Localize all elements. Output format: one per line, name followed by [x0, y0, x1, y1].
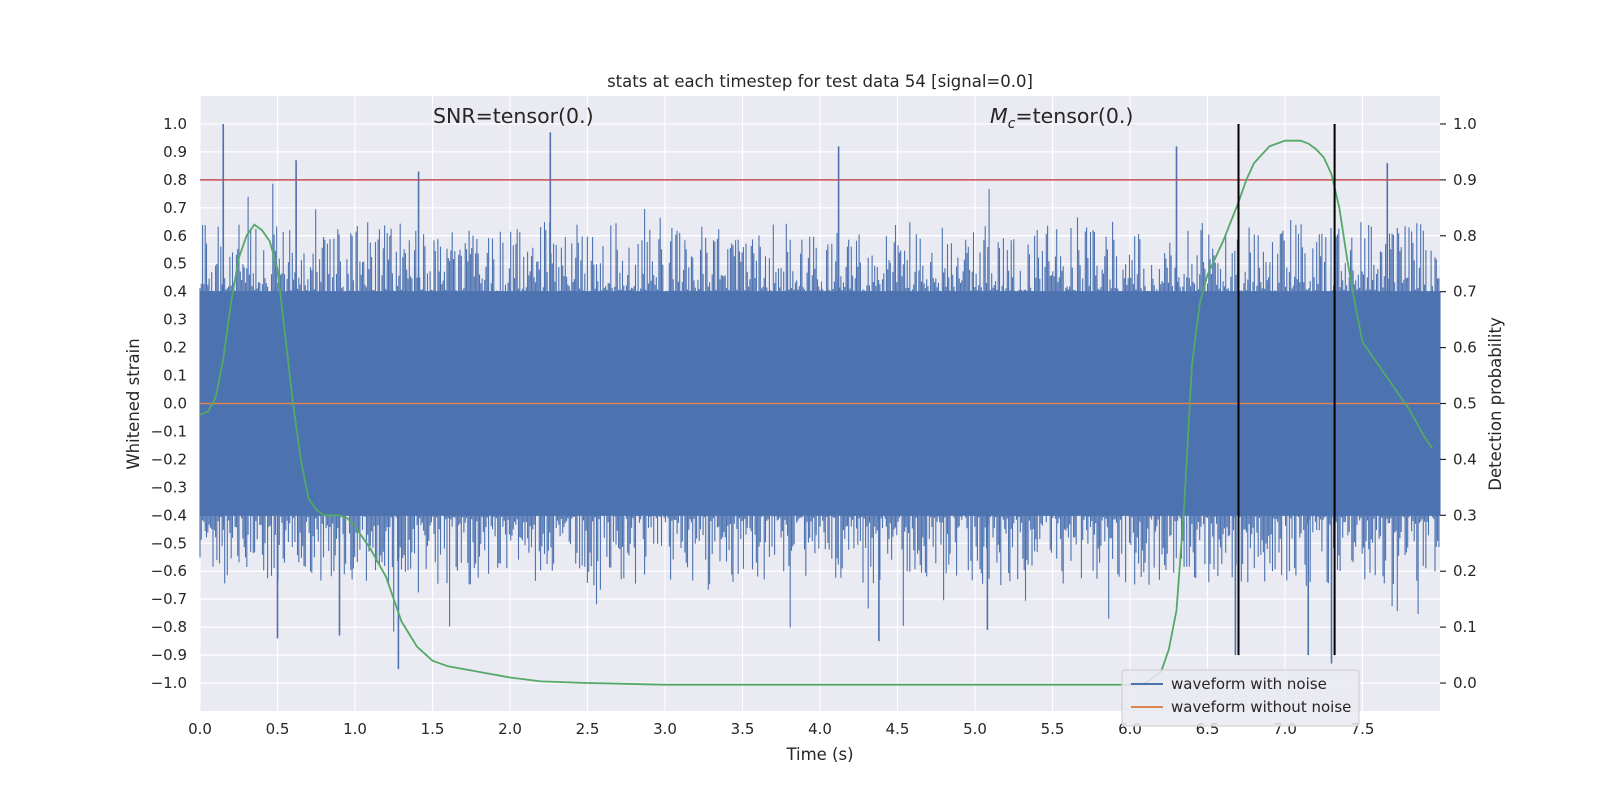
legend-label-noise: waveform with noise	[1171, 675, 1327, 693]
y-left-tick-label-9: −0.1	[151, 422, 187, 440]
y-left-tick-label-17: 0.7	[163, 199, 187, 217]
x-tick-label-0: 0.0	[188, 720, 212, 738]
y-right-tick-label-8: 0.8	[1453, 227, 1477, 245]
x-tick-label-2: 1.0	[343, 720, 367, 738]
noisy-waveform-series	[199, 123, 1441, 670]
y-right-tick-label-6: 0.6	[1453, 339, 1477, 357]
y-right-tick-label-1: 0.1	[1453, 618, 1477, 636]
x-tick-label-5: 2.5	[576, 720, 600, 738]
chart-title: stats at each timestep for test data 54 …	[607, 72, 1033, 91]
y-left-tick-label-7: −0.3	[151, 478, 187, 496]
mc-symbol: M	[990, 104, 1008, 128]
y-left-tick-label-4: −0.6	[151, 562, 187, 580]
x-tick-label-3: 1.5	[421, 720, 445, 738]
legend-label-clean: waveform without noise	[1171, 698, 1351, 716]
y-left-tick-label-10: 0.0	[163, 395, 187, 413]
y-left-tick-label-11: 0.1	[163, 367, 187, 385]
line-series	[199, 123, 1440, 686]
y-left-tick-label-2: −0.8	[151, 618, 187, 636]
x-tick-label-7: 3.5	[731, 720, 755, 738]
right-y-axis-ticks: 0.0 0.1 0.2 0.3 0.4 0.5 0.6 0.7 0.8 0.9 1.0	[1440, 115, 1477, 692]
y-left-tick-label-6: −0.4	[151, 506, 187, 524]
y-right-tick-label-0: 0.0	[1453, 674, 1477, 692]
y-right-tick-label-7: 0.7	[1453, 283, 1477, 301]
y-left-tick-label-14: 0.4	[163, 283, 187, 301]
y-left-tick-label-18: 0.8	[163, 171, 187, 189]
mc-annotation: Mc=tensor(0.)	[990, 104, 1133, 132]
y-left-tick-label-8: −0.2	[151, 450, 187, 468]
y-right-tick-label-10: 1.0	[1453, 115, 1477, 133]
y-right-tick-label-5: 0.5	[1453, 395, 1477, 413]
y-left-tick-label-1: −0.9	[151, 646, 187, 664]
y-left-tick-label-3: −0.7	[151, 590, 187, 608]
y-left-tick-label-16: 0.6	[163, 227, 187, 245]
mc-value: =tensor(0.)	[1015, 104, 1133, 128]
right-y-axis-label: Detection probability	[1486, 317, 1505, 491]
legend: waveform with noise waveform without noi…	[1121, 669, 1360, 727]
y-right-tick-label-2: 0.2	[1453, 562, 1477, 580]
x-tick-label-10: 5.0	[963, 720, 987, 738]
y-right-tick-label-9: 0.9	[1453, 171, 1477, 189]
y-left-tick-label-19: 0.9	[163, 143, 187, 161]
x-tick-label-1: 0.5	[266, 720, 290, 738]
left-y-axis-label: Whitened strain	[124, 338, 143, 469]
x-tick-label-11: 5.5	[1041, 720, 1065, 738]
mc-subscript: c	[1008, 116, 1016, 132]
y-left-tick-label-5: −0.5	[151, 534, 187, 552]
y-right-tick-label-3: 0.3	[1453, 506, 1477, 524]
y-left-tick-label-13: 0.3	[163, 311, 187, 329]
detection-probability-line	[199, 139, 1434, 686]
legend-box	[1121, 669, 1360, 727]
snr-annotation: SNR=tensor(0.)	[433, 104, 594, 128]
y-right-tick-label-4: 0.4	[1453, 450, 1477, 468]
x-tick-label-9: 4.5	[886, 720, 910, 738]
x-tick-label-6: 3.0	[653, 720, 677, 738]
x-axis-label: Time (s)	[785, 745, 853, 764]
x-tick-label-8: 4.0	[808, 720, 832, 738]
y-left-tick-label-12: 0.2	[163, 339, 187, 357]
x-tick-label-4: 2.0	[498, 720, 522, 738]
left-y-axis-ticks: −1.0 −0.9 −0.8 −0.7 −0.6 −0.5 −0.4 −0.3 −0.2 −0.1…	[151, 115, 187, 692]
y-left-tick-label-0: −1.0	[151, 674, 187, 692]
y-left-tick-label-15: 0.5	[163, 255, 187, 273]
y-left-tick-label-20: 1.0	[163, 115, 187, 133]
